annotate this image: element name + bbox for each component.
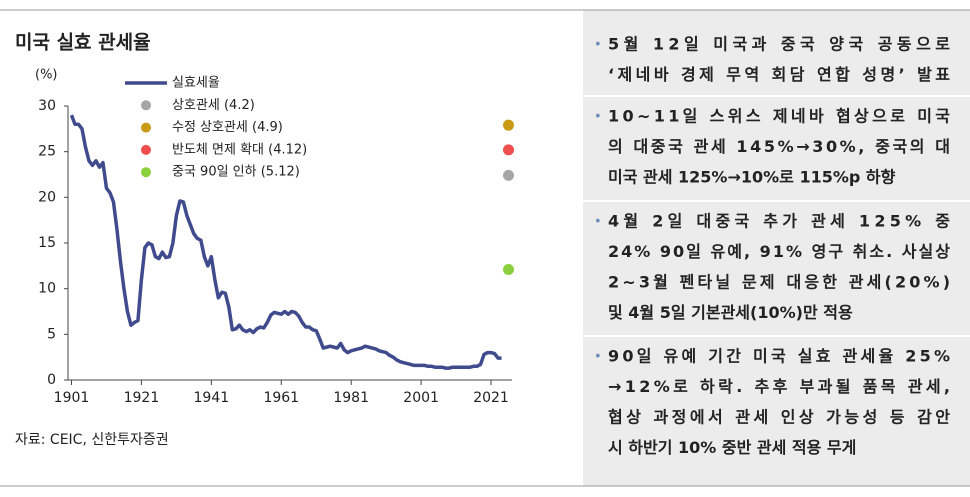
bullet: • <box>594 38 602 53</box>
note-line: 2~3월 펜타닐 문제 대응한 관세(20%) <box>608 273 950 292</box>
notes-panel <box>583 10 970 486</box>
bullet: • <box>594 215 602 230</box>
x-tick-label: 2021 <box>473 390 509 406</box>
point <box>503 169 515 181</box>
note-line: 24% 90일 유예, 91% 영구 취소. 사실상 <box>608 242 950 261</box>
note-line: 미국 관세 125%→10%로 115%p 하향 <box>608 168 896 187</box>
x-tick-label: 1981 <box>333 390 369 406</box>
chart-title: 미국 실효 관세율 <box>15 32 151 54</box>
y-tick-label: 30 <box>38 98 56 114</box>
legend-label: 상호관세 (4.2) <box>172 98 255 113</box>
y-tick-label: 25 <box>38 144 56 160</box>
note-line: 시 하반기 10% 중반 관세 적용 무게 <box>608 438 856 457</box>
legend-swatch <box>141 167 151 178</box>
note-line: →12%로 하락. 추후 부과될 품목 관세, <box>608 377 950 396</box>
x-tick-label: 2001 <box>403 390 439 406</box>
legend-swatch <box>141 100 151 111</box>
legend-swatch <box>141 122 151 133</box>
point <box>503 263 515 275</box>
x-tick-label: 1941 <box>194 390 230 406</box>
y-tick-label: 20 <box>38 189 56 205</box>
line-series <box>69 114 502 370</box>
notes: • 5월 12일 미국과 중국 양국 공동으로‘제네바 경제 무역 회담 연합 성… <box>583 35 970 457</box>
y-axis-label: (%) <box>35 68 58 83</box>
note-line: ‘제네바 경제 무역 회담 연합 성명’ 발표 <box>608 65 950 84</box>
y-tick-label: 5 <box>47 326 56 342</box>
x-tick-label: 1961 <box>263 390 299 406</box>
y-tick-label: 0 <box>47 372 56 388</box>
legend-label: 수정 상호관세 (4.9) <box>172 120 283 135</box>
point <box>503 144 515 156</box>
x-tick-label: 1921 <box>124 390 160 406</box>
legend-label: 반도체 면제 확대 (4.12) <box>172 142 307 157</box>
bullet: • <box>594 350 602 365</box>
x-tick-label: 1901 <box>54 390 90 406</box>
legend-label: 실효세율 <box>172 76 220 91</box>
point <box>503 119 515 131</box>
y-tick-label: 15 <box>38 235 56 251</box>
legend-swatch <box>141 144 151 155</box>
note-line: 및 4월 5일 기본관세(10%)만 적용 <box>608 303 853 322</box>
source: 자료: CEIC, 신한투자증권 <box>15 432 169 448</box>
legend-label: 중국 90일 인하 (5.12) <box>172 165 300 180</box>
bullet: • <box>594 110 602 125</box>
note-line: 10~11일 스위스 제네바 협상으로 미국 <box>608 107 950 126</box>
note-line: 의 대중국 관세 145%→30%, 중국의 대 <box>608 137 950 156</box>
note-line: 90일 유예 기간 미국 실효 관세율 25% <box>608 347 950 366</box>
y-tick-label: 10 <box>38 281 56 297</box>
